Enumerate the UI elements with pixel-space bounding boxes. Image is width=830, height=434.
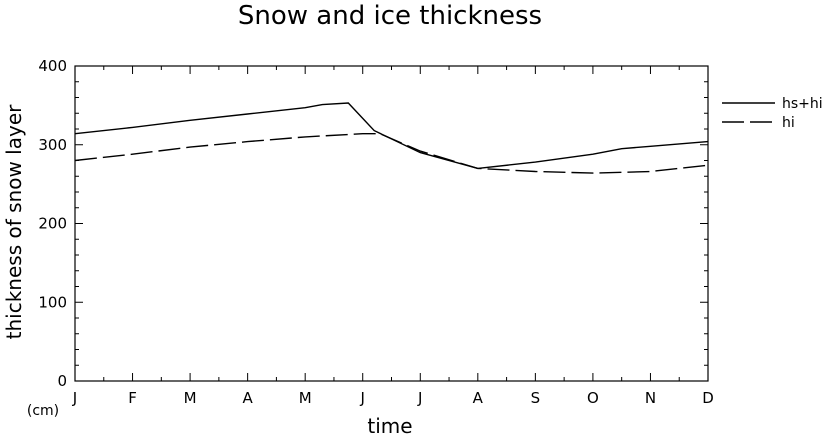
x-tick-label: A xyxy=(243,389,254,407)
y-tick-labels: 0 100 200 300 400 xyxy=(38,57,67,390)
legend: hs+hi hi xyxy=(722,96,823,131)
x-tick-label: O xyxy=(587,389,599,407)
x-tick-label: J xyxy=(360,389,365,407)
x-tick-label: D xyxy=(702,389,714,407)
y-unit-label: (cm) xyxy=(27,403,59,419)
x-tick-label: M xyxy=(299,389,312,407)
axis-ticks xyxy=(74,65,709,382)
x-tick-label: J xyxy=(72,389,77,407)
series-line-hs-hi xyxy=(74,102,709,170)
y-axis-label: thickness of snow layer xyxy=(2,104,26,339)
y-tick-label: 400 xyxy=(38,57,67,75)
y-tick-label: 300 xyxy=(38,136,67,154)
x-tick-label: M xyxy=(184,389,197,407)
y-tick-label: 100 xyxy=(38,293,67,311)
chart-title: Snow and ice thickness xyxy=(238,1,542,31)
legend-label: hi xyxy=(782,115,795,131)
x-tick-label: J xyxy=(417,389,422,407)
x-tick-label: S xyxy=(531,389,541,407)
series-line-hi xyxy=(74,132,709,174)
y-tick-label: 200 xyxy=(38,215,67,233)
x-tick-label: F xyxy=(128,389,137,407)
x-axis-label: time xyxy=(367,414,412,434)
legend-label: hs+hi xyxy=(782,96,823,112)
x-tick-label: A xyxy=(473,389,484,407)
series-lines xyxy=(74,102,709,174)
x-tick-label: N xyxy=(645,389,656,407)
y-tick-label: 0 xyxy=(57,372,67,390)
plot-frame xyxy=(74,65,709,382)
